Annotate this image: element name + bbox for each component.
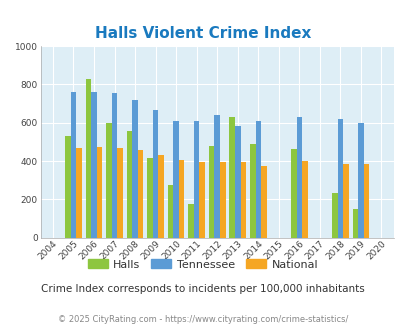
Bar	[111, 93, 117, 238]
Bar	[194, 121, 199, 238]
Bar	[301, 161, 307, 238]
Bar	[106, 123, 111, 238]
Bar	[70, 92, 76, 238]
Legend: Halls, Tennessee, National: Halls, Tennessee, National	[83, 255, 322, 274]
Bar	[167, 185, 173, 238]
Bar	[85, 79, 91, 238]
Bar	[117, 148, 123, 238]
Bar	[290, 148, 296, 238]
Bar	[352, 209, 357, 238]
Bar	[260, 166, 266, 238]
Bar	[337, 119, 342, 238]
Bar	[234, 126, 240, 238]
Bar	[249, 144, 255, 238]
Bar	[255, 121, 260, 238]
Bar	[132, 100, 138, 238]
Bar	[229, 117, 234, 238]
Bar	[357, 123, 363, 238]
Text: © 2025 CityRating.com - https://www.cityrating.com/crime-statistics/: © 2025 CityRating.com - https://www.city…	[58, 315, 347, 324]
Bar	[173, 121, 179, 238]
Bar	[96, 147, 102, 238]
Bar	[199, 162, 205, 238]
Bar	[76, 148, 81, 238]
Bar	[126, 131, 132, 238]
Bar	[342, 164, 348, 238]
Bar	[138, 150, 143, 238]
Bar	[296, 117, 301, 238]
Text: Crime Index corresponds to incidents per 100,000 inhabitants: Crime Index corresponds to incidents per…	[41, 284, 364, 294]
Bar	[214, 115, 220, 238]
Bar	[147, 158, 152, 238]
Bar	[65, 136, 70, 238]
Bar	[209, 146, 214, 238]
Bar	[91, 92, 96, 238]
Bar	[220, 162, 225, 238]
Text: Halls Violent Crime Index: Halls Violent Crime Index	[95, 26, 310, 41]
Bar	[158, 155, 164, 238]
Bar	[179, 160, 184, 238]
Bar	[240, 162, 245, 238]
Bar	[152, 110, 158, 238]
Bar	[363, 164, 369, 238]
Bar	[188, 204, 194, 238]
Bar	[331, 193, 337, 238]
